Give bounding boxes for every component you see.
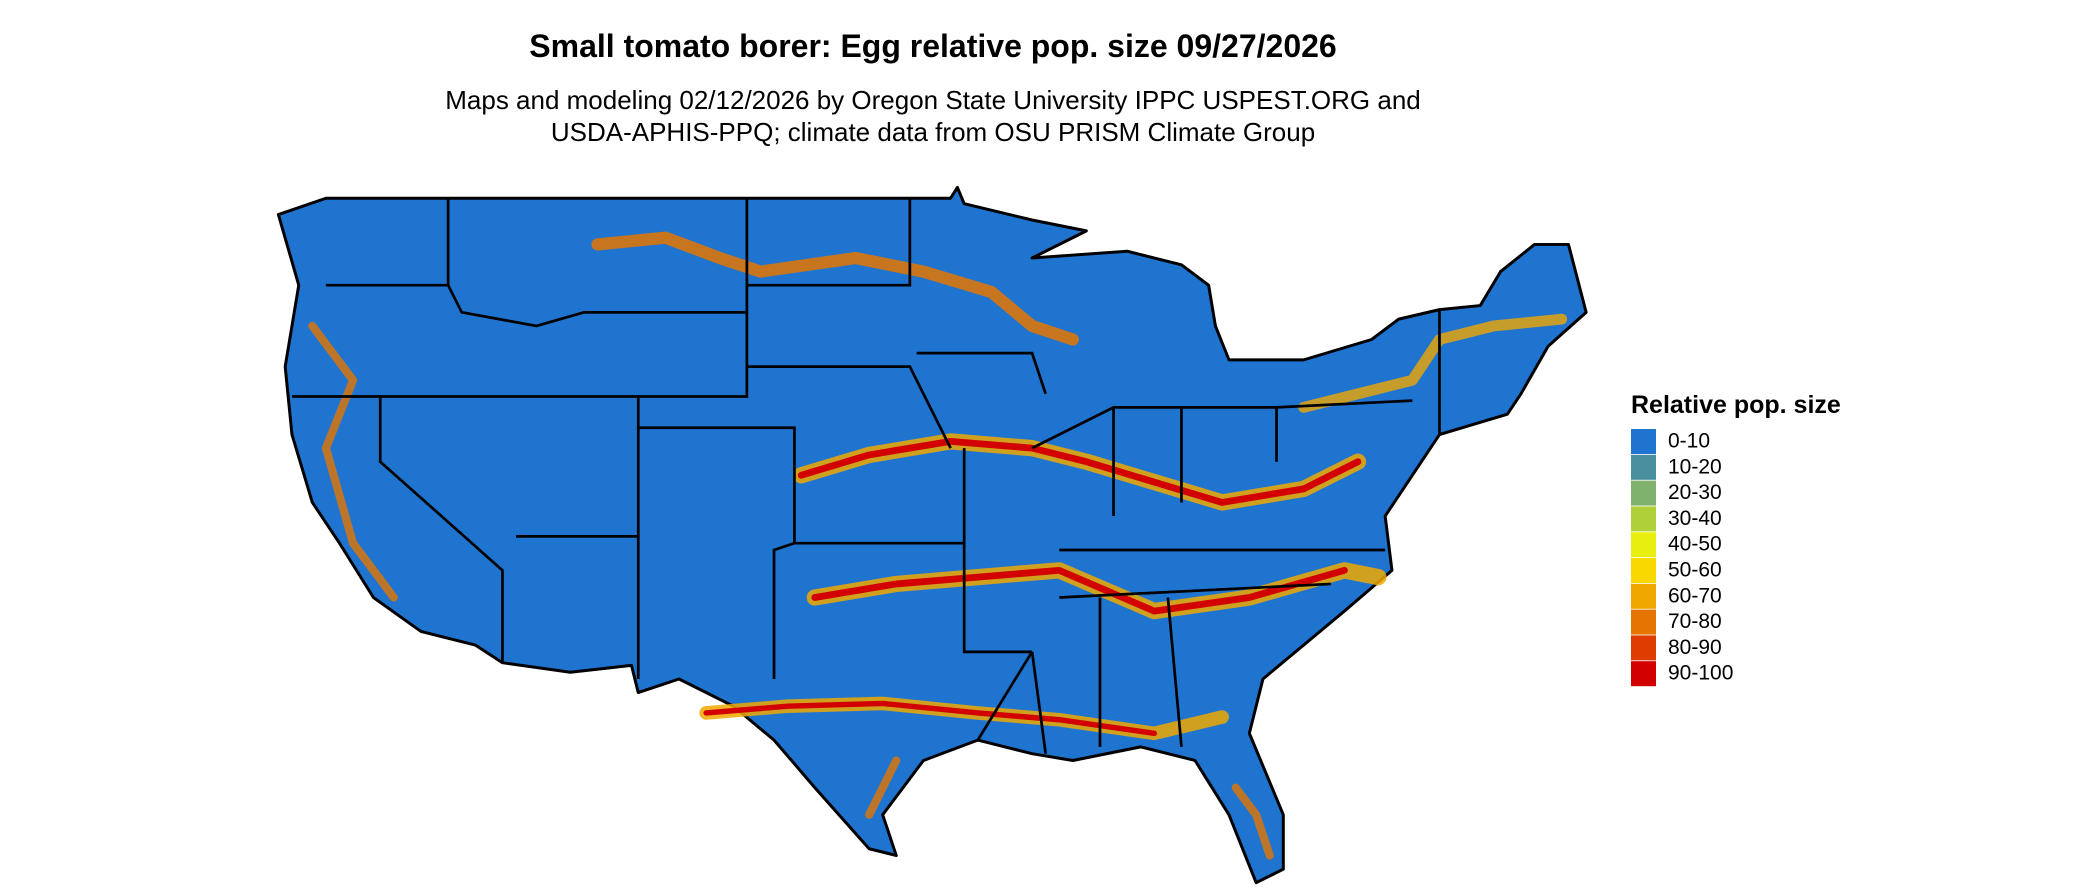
hotspot-band — [811, 566, 1348, 615]
legend-label: 10-20 — [1668, 455, 1722, 478]
legend-swatch — [1631, 532, 1656, 558]
legend-swatch — [1631, 429, 1656, 454]
legend-swatch — [1631, 635, 1656, 661]
map-title: Small tomato borer: Egg relative pop. si… — [529, 28, 1336, 64]
hotspot-band — [703, 700, 1158, 737]
hotspot-band — [1231, 783, 1274, 860]
state-border — [291, 198, 1441, 754]
legend-title: Relative pop. size — [1631, 391, 1841, 419]
us-map — [276, 185, 1588, 885]
legend-swatch — [1631, 480, 1656, 506]
legend-label: 30-40 — [1668, 507, 1722, 530]
hotspot-band — [865, 756, 901, 819]
legend-swatch — [1631, 506, 1656, 532]
us-outline — [276, 185, 1588, 885]
map-subtitle: Maps and modeling 02/12/2026 by Oregon S… — [445, 85, 1421, 115]
legend-label: 90-100 — [1668, 662, 1733, 685]
hotspot-band — [591, 231, 1079, 346]
legend-label: 20-30 — [1668, 481, 1722, 504]
legend-swatch — [1631, 661, 1656, 687]
map-subtitle: USDA-APHIS-PPQ; climate data from OSU PR… — [551, 117, 1315, 147]
hotspots — [308, 231, 1568, 860]
legend-label: 40-50 — [1668, 533, 1722, 556]
legend-label: 80-90 — [1668, 636, 1722, 659]
state-borders — [291, 198, 1441, 754]
hotspot-band — [308, 321, 398, 602]
legend-label: 70-80 — [1668, 610, 1722, 633]
legend-swatch — [1631, 609, 1656, 635]
legend-swatch — [1631, 583, 1656, 609]
legend-label: 50-60 — [1668, 559, 1722, 582]
hotspot-band — [1298, 313, 1568, 413]
hotspot-band — [797, 437, 1362, 506]
legend-label: 0-10 — [1668, 430, 1710, 453]
legend-swatch — [1631, 558, 1656, 583]
legend-swatch — [1631, 454, 1656, 480]
legend-label: 60-70 — [1668, 584, 1722, 607]
